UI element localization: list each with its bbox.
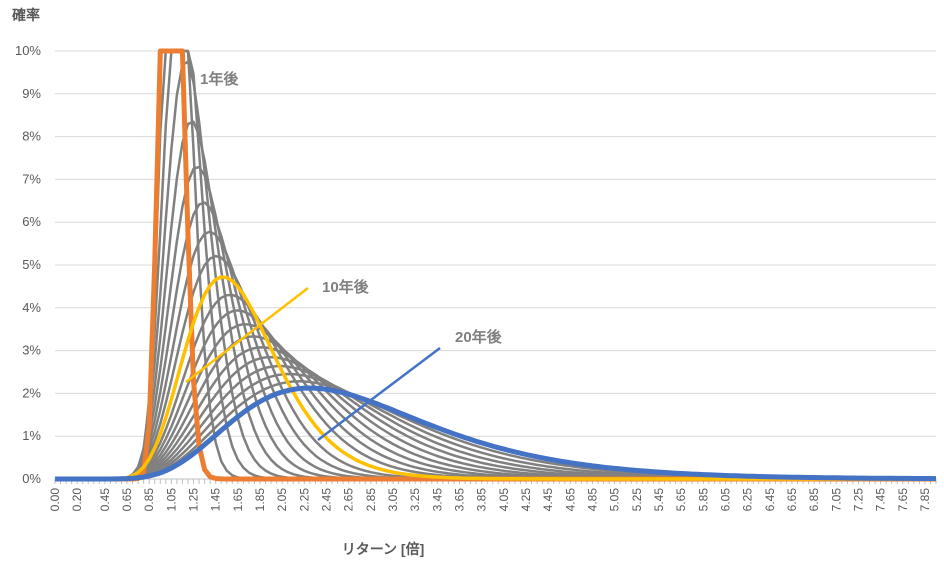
x-tick-label: 4.05 [497, 488, 511, 512]
y-tick-label: 2% [22, 385, 41, 400]
x-tick-label: 3.85 [475, 488, 489, 512]
series-lines [55, 48, 937, 482]
x-tick-label: 5.65 [674, 488, 688, 512]
x-tick-label: 7.25 [851, 488, 865, 512]
x-tick-label: 2.45 [320, 488, 334, 512]
y-tick-label: 6% [22, 214, 41, 229]
y-tick-label: 0% [22, 471, 41, 486]
x-tick-label: 5.85 [696, 488, 710, 512]
x-tick-label: 0.65 [120, 488, 134, 512]
x-tick-label: 7.85 [918, 488, 932, 512]
x-tick-label: 4.25 [519, 488, 533, 512]
x-tick-label: 1.05 [164, 488, 178, 512]
x-tick-label: 4.65 [563, 488, 577, 512]
x-axis: 0.00 0.20 0.45 0.65 0.85 1.05 1.25 1.45 1.65 1.85… [48, 479, 937, 512]
x-tick-label: 5.45 [652, 488, 666, 512]
x-tick-label: 2.65 [342, 488, 356, 512]
x-tick-label: 1.25 [187, 488, 201, 512]
x-tick-label: 5.25 [630, 488, 644, 512]
x-axis-title: リターン [倍] [342, 541, 425, 557]
x-tick-label: 3.25 [408, 488, 422, 512]
y-tick-label: 4% [22, 300, 41, 315]
x-tick-label: 6.65 [785, 488, 799, 512]
annotations: 1年後 10年後 20年後 [185, 70, 503, 441]
y-tick-label: 8% [22, 129, 41, 144]
annotation-20-year-leader [317, 347, 441, 441]
y-axis-title: 確率 [12, 7, 40, 23]
x-tick-label: 0.00 [48, 488, 62, 512]
y-tick-label: 5% [22, 257, 41, 272]
x-tick-label: 7.65 [896, 488, 910, 512]
series-line-year-20 [55, 385, 937, 482]
x-tick-label: 2.85 [364, 488, 378, 512]
series-line-year-19 [55, 380, 937, 481]
x-tick-label: 3.65 [452, 488, 466, 512]
annotation-10-year-leader [185, 287, 309, 383]
x-tick-label: 2.05 [275, 488, 289, 512]
x-tick-label: 1.45 [209, 488, 223, 512]
x-tick-label: 1.85 [253, 488, 267, 512]
x-tick-label: 3.45 [430, 488, 444, 512]
y-tick-label: 1% [22, 428, 41, 443]
x-tick-label: 4.85 [585, 488, 599, 512]
gridlines [55, 50, 936, 480]
x-tick-label: 2.25 [297, 488, 311, 512]
x-tick-label: 6.45 [763, 488, 777, 512]
x-tick-label: 7.45 [874, 488, 888, 512]
y-tick-label: 7% [22, 171, 41, 186]
x-tick-label: 5.05 [608, 488, 622, 512]
x-tick-label: 0.45 [98, 488, 112, 512]
y-tick-label: 3% [22, 343, 41, 358]
x-tick-label: 6.25 [741, 488, 755, 512]
annotation-20-year: 20年後 [455, 328, 503, 346]
x-tick-label: 1.65 [231, 488, 245, 512]
y-tick-label: 9% [22, 86, 41, 101]
x-tick-label: 7.05 [829, 488, 843, 512]
x-tick-label: 6.05 [718, 488, 732, 512]
series-line-year-17 [55, 364, 936, 481]
x-tick-label: 0.85 [142, 488, 156, 512]
x-tick-label: 4.45 [541, 488, 555, 512]
y-axis: 0% 1% 2% 3% 4% 5% 6% 7% 8% 9% 10% [15, 43, 41, 486]
annotation-10-year: 10年後 [322, 278, 370, 296]
y-tick-label: 10% [15, 43, 41, 58]
x-tick-label: 3.05 [386, 488, 400, 512]
annotation-1-year: 1年後 [200, 70, 239, 88]
x-tick-label: 0.20 [70, 488, 84, 512]
x-tick-label: 6.85 [807, 488, 821, 512]
